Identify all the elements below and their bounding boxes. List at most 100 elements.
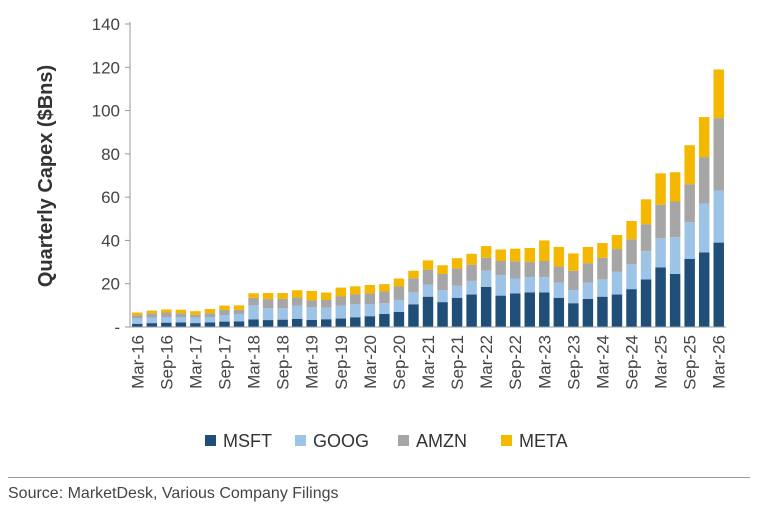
x-tick-label: Mar-22 bbox=[477, 335, 496, 389]
bar-segment-amzn bbox=[626, 239, 637, 265]
bar-segment-amzn bbox=[437, 273, 448, 291]
bar-segment-msft bbox=[219, 321, 230, 327]
bar-segment-meta bbox=[248, 293, 259, 298]
x-tick-label: Mar-21 bbox=[419, 335, 438, 389]
bar-segment-msft bbox=[379, 314, 390, 327]
bar-segment-meta bbox=[655, 173, 666, 205]
bar-segment-msft bbox=[669, 273, 681, 327]
x-tick-label: Sep-17 bbox=[215, 335, 234, 390]
bar-segment-msft bbox=[568, 303, 579, 327]
y-tick-label: - bbox=[114, 318, 120, 337]
bar-segment-goog bbox=[480, 270, 492, 287]
bar-segment-meta bbox=[582, 246, 594, 264]
bar-segment-meta bbox=[597, 243, 608, 258]
bar-segment-goog bbox=[219, 315, 230, 322]
bar-segment-goog bbox=[698, 203, 710, 253]
chart-svg: Quarterly Capex ($Bns) - 20 40 60 80 100 120 14… bbox=[35, 15, 729, 451]
bar-segment-msft bbox=[306, 319, 317, 327]
bar-segment-msft bbox=[451, 297, 463, 327]
bar-segment-amzn bbox=[175, 313, 187, 318]
bar-segment-amzn bbox=[379, 291, 390, 304]
bar-segment-amzn bbox=[655, 204, 666, 239]
bar-segment-meta bbox=[262, 293, 274, 300]
bar-segment-goog bbox=[524, 277, 535, 293]
bar-segment-meta bbox=[408, 270, 419, 279]
bar-segment-amzn bbox=[335, 296, 347, 306]
bar-segment-amzn bbox=[233, 309, 245, 315]
source-note: Source: MarketDesk, Various Company Fili… bbox=[8, 485, 339, 502]
bar-segment-goog bbox=[422, 284, 434, 297]
bar-segment-goog bbox=[175, 317, 187, 323]
bar-segment-goog bbox=[291, 305, 303, 319]
bar-segment-goog bbox=[161, 317, 172, 323]
x-tick-label: Mar-24 bbox=[593, 335, 612, 389]
x-tick-label: Mar-26 bbox=[710, 335, 729, 389]
bar-segment-meta bbox=[669, 172, 681, 202]
bar-segment-goog bbox=[306, 307, 317, 320]
bar-segment-msft bbox=[350, 317, 361, 327]
bar-segment-meta bbox=[524, 248, 535, 263]
bar-segment-meta bbox=[393, 278, 405, 287]
bar-segment-goog bbox=[350, 304, 361, 318]
bar-segment-amzn bbox=[582, 263, 594, 283]
bar-segment-amzn bbox=[393, 286, 405, 300]
bar-segment-goog bbox=[539, 277, 550, 293]
footer-divider bbox=[8, 477, 750, 478]
x-tick-label: Sep-21 bbox=[448, 335, 467, 390]
x-tick-label: Mar-19 bbox=[303, 335, 322, 389]
bar-segment-meta bbox=[277, 293, 288, 299]
bar-segment-amzn bbox=[509, 261, 521, 279]
bar-segment-amzn bbox=[466, 264, 477, 281]
bar-segment-goog bbox=[408, 292, 419, 305]
bar-segment-amzn bbox=[539, 260, 550, 278]
bar-segment-msft bbox=[146, 323, 158, 327]
bar-segment-goog bbox=[204, 317, 216, 323]
bar-segment-goog bbox=[669, 237, 681, 274]
bar-segment-msft bbox=[495, 295, 506, 327]
bar-segment-amzn bbox=[248, 297, 259, 306]
bar-segment-msft bbox=[190, 323, 201, 327]
bar-segment-amzn bbox=[422, 269, 434, 285]
bar-segment-goog bbox=[553, 282, 565, 298]
x-tick-label: Mar-23 bbox=[535, 335, 554, 389]
bar-segment-goog bbox=[626, 264, 637, 290]
bar-segment-msft bbox=[553, 297, 565, 327]
bar-segment-amzn bbox=[277, 298, 288, 309]
legend-swatch-goog bbox=[295, 435, 306, 446]
bar-segment-meta bbox=[190, 311, 201, 315]
bar-segment-goog bbox=[262, 308, 274, 321]
bar-segment-meta bbox=[219, 305, 230, 310]
y-tick-label: 40 bbox=[101, 231, 120, 250]
bar-segment-meta bbox=[480, 246, 492, 258]
y-axis-label-group: Quarterly Capex ($Bns) bbox=[35, 65, 57, 287]
bar-segment-meta bbox=[146, 310, 158, 314]
bar-segment-msft bbox=[713, 242, 724, 327]
bar-segment-amzn bbox=[306, 300, 317, 308]
bar-segment-amzn bbox=[262, 299, 274, 309]
bar-segment-meta bbox=[161, 309, 172, 313]
bar-segment-amzn bbox=[204, 313, 216, 318]
legend-label-meta: META bbox=[519, 431, 568, 451]
bar-segment-meta bbox=[713, 69, 724, 119]
bar-segment-meta bbox=[611, 235, 623, 250]
bar-segment-goog bbox=[132, 318, 143, 324]
bar-segment-msft bbox=[626, 289, 637, 328]
bar-segment-meta bbox=[379, 284, 390, 292]
legend-swatch-amzn bbox=[398, 435, 409, 446]
bar-segment-msft bbox=[655, 267, 666, 327]
bar-segment-msft bbox=[524, 292, 535, 327]
y-axis-title: Quarterly Capex ($Bns) bbox=[35, 65, 57, 287]
bar-segment-goog bbox=[509, 278, 521, 294]
bar-segment-msft bbox=[204, 322, 216, 327]
bar-segment-amzn bbox=[568, 270, 579, 291]
bar-segment-msft bbox=[393, 311, 405, 327]
bar-segment-goog bbox=[495, 275, 506, 296]
bar-segment-goog bbox=[466, 280, 477, 295]
x-tick-label: Mar-20 bbox=[361, 335, 380, 389]
bar-segment-goog bbox=[364, 304, 376, 317]
bar-segment-msft bbox=[640, 279, 652, 327]
x-tick-label: Sep-24 bbox=[623, 335, 642, 390]
bar-segment-msft bbox=[611, 294, 623, 327]
x-tick-label: Sep-22 bbox=[506, 335, 525, 390]
x-tick-label: Mar-25 bbox=[652, 335, 671, 389]
